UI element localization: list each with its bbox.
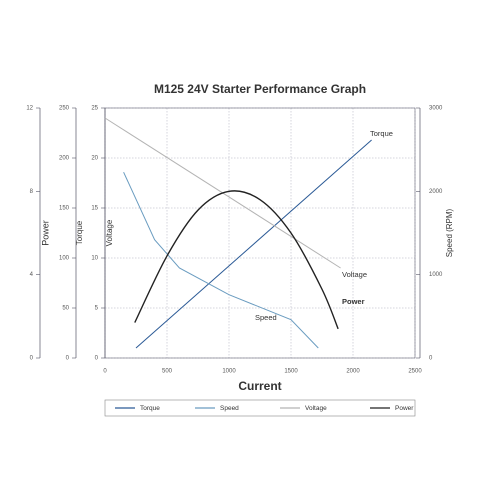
y-tick-label: 8	[30, 189, 34, 195]
legend-label: Speed	[220, 405, 239, 412]
x-tick-label: 1500	[284, 369, 298, 375]
x-tick-label: 0	[103, 369, 107, 375]
x-tick-label: 1000	[222, 369, 236, 375]
x-axis-label: Current	[238, 379, 281, 393]
y-tick-label: 12	[26, 106, 33, 112]
series-line	[134, 190, 339, 330]
y-tick-label: 50	[62, 306, 69, 312]
chart-title: M125 24V Starter Performance Graph	[154, 82, 366, 96]
series-label: Power	[342, 297, 365, 306]
series-line	[123, 171, 319, 349]
y-axis-label: Torque	[75, 220, 84, 245]
y-tick-label: 4	[30, 272, 34, 278]
y-axis-label: Power	[40, 220, 50, 246]
y-tick-label: 200	[59, 156, 70, 162]
y-tick-label: 5	[95, 306, 99, 312]
y-tick-label: 100	[59, 256, 70, 262]
y-tick-label: 0	[30, 356, 34, 362]
series-line	[135, 139, 372, 349]
series-label: Voltage	[342, 270, 367, 279]
y-tick-label: 0	[66, 356, 70, 362]
y-tick-label: 2000	[429, 189, 443, 195]
y-axis-label: Voltage	[105, 219, 114, 246]
series-label: Torque	[370, 129, 393, 138]
y-tick-label: 25	[91, 106, 98, 112]
legend-label: Power	[395, 405, 414, 412]
y-tick-label: 0	[429, 356, 433, 362]
y-tick-label: 250	[59, 106, 70, 112]
y-tick-label: 1000	[429, 272, 443, 278]
y-tick-label: 20	[91, 156, 98, 162]
legend-label: Voltage	[305, 405, 327, 412]
y-tick-label: 150	[59, 206, 70, 212]
legend-label: Torque	[140, 405, 160, 412]
y-axis-label: Speed (RPM)	[445, 208, 454, 257]
y-tick-label: 10	[91, 256, 98, 262]
x-tick-label: 2500	[408, 369, 422, 375]
y-tick-label: 0	[95, 356, 99, 362]
x-tick-label: 500	[162, 369, 173, 375]
legend-box	[104, 399, 416, 417]
y-tick-label: 3000	[429, 106, 443, 112]
x-tick-label: 2000	[346, 369, 360, 375]
series-label: Speed	[255, 313, 277, 322]
y-tick-label: 15	[91, 206, 98, 212]
